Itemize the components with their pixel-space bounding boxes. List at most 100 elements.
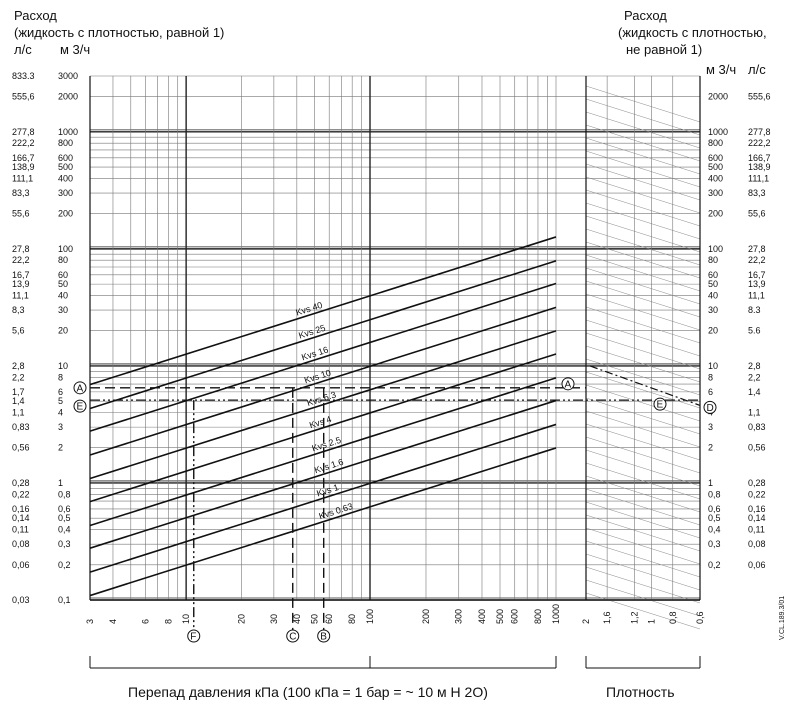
right-tick-m3: 1000 [708, 127, 728, 137]
left-tick-m3: 1 [58, 478, 63, 488]
x-tick-label: 10 [181, 614, 191, 624]
right-tick-ls: 13,9 [748, 279, 766, 289]
left-tick-ls: 0,11 [12, 525, 29, 535]
marker-label: A [565, 379, 572, 390]
left-tick-m3: 30 [58, 305, 68, 315]
left-tick-ls: 222,2 [12, 138, 35, 148]
left-tick-ls: 0,28 [12, 478, 30, 488]
right-tick-ls: 2,2 [748, 372, 761, 382]
left-tick-m3: 3000 [58, 71, 78, 81]
left-tick-ls: 22,2 [12, 255, 30, 265]
density-hatch-line [585, 202, 701, 240]
right-tick-m3: 8 [708, 372, 713, 382]
footer-density-label: Плотность [606, 684, 675, 700]
right-tick-m3: 20 [708, 326, 718, 336]
right-tick-ls: 138,9 [748, 162, 771, 172]
density-hatch-line [585, 501, 701, 539]
left-tick-m3: 0,1 [58, 595, 71, 605]
right-tick-ls: 27,8 [748, 244, 766, 254]
right-subtitle-1: (жидкость с плотностью, [618, 25, 767, 40]
right-tick-m3: 0,8 [708, 489, 721, 499]
left-tick-m3: 2 [58, 443, 63, 453]
left-tick-m3: 500 [58, 162, 73, 172]
density-hatch-line [585, 137, 701, 175]
kvs-line [89, 377, 557, 527]
left-tick-ls: 5,6 [12, 326, 25, 336]
density-hatch-line [585, 98, 701, 136]
right-tick-ls: 5.6 [748, 326, 761, 336]
left-tick-m3: 4 [58, 407, 63, 417]
right-tick-m3: 100 [708, 244, 723, 254]
density-hatch-line [585, 345, 701, 383]
right-tick-m3: 30 [708, 305, 718, 315]
density-hatch-line [585, 514, 701, 552]
right-tick-ls: 555,6 [748, 92, 771, 102]
left-unit-ls: л/с [14, 42, 32, 57]
right-title: Расход [624, 8, 667, 23]
density-tick-label: 0,8 [668, 611, 678, 624]
x-tick-label: 30 [269, 614, 279, 624]
right-tick-ls: 2,8 [748, 361, 761, 371]
left-tick-m3: 2000 [58, 92, 78, 102]
x-tick-label: 40 [292, 614, 302, 624]
density-hatch-line [585, 319, 701, 357]
x-tick-label: 1000 [551, 604, 561, 624]
right-tick-m3: 600 [708, 153, 723, 163]
left-tick-m3: 20 [58, 326, 68, 336]
density-hatch-line [585, 436, 701, 474]
right-tick-ls: 55,6 [748, 209, 766, 219]
left-tick-ls: 0,16 [12, 504, 30, 514]
right-subtitle-2: не равной 1) [626, 42, 702, 57]
right-tick-ls: 1,1 [748, 407, 761, 417]
density-hatch-line [585, 423, 701, 461]
right-tick-m3: 800 [708, 138, 723, 148]
left-tick-m3: 100 [58, 244, 73, 254]
left-tick-ls: 1,4 [12, 396, 25, 406]
left-tick-ls: 27,8 [12, 244, 30, 254]
left-tick-ls: 2,8 [12, 361, 25, 371]
density-hatch-line [585, 111, 701, 149]
left-tick-ls: 555,6 [12, 92, 35, 102]
left-tick-ls: 0,06 [12, 560, 30, 570]
left-tick-m3: 600 [58, 153, 73, 163]
left-tick-m3: 60 [58, 270, 68, 280]
marker-label: F [190, 632, 196, 643]
kvs-line [89, 423, 557, 573]
marker-label: B [320, 632, 327, 643]
left-subtitle: (жидкость с плотностью, равной 1) [14, 25, 224, 40]
right-tick-ls: 0,08 [748, 539, 766, 549]
kvs-line [89, 399, 557, 549]
kvs-line [89, 306, 557, 456]
density-hatch-line [585, 579, 701, 617]
right-tick-m3: 1 [708, 478, 713, 488]
density-tick-label: 1,2 [629, 611, 639, 624]
footer-brackets [89, 656, 701, 669]
density-hatch-line [585, 592, 701, 630]
x-tick-label: 100 [365, 609, 375, 624]
left-tick-ls: 277,8 [12, 127, 35, 137]
left-tick-m3: 8 [58, 372, 63, 382]
marker-label: A [77, 383, 84, 394]
right-tick-ls: 11,1 [748, 290, 765, 300]
right-tick-ls: 0,06 [748, 560, 766, 570]
x-tick-label: 200 [421, 609, 431, 624]
density-hatch-line [585, 293, 701, 331]
left-tick-m3: 1000 [58, 127, 78, 137]
density-hatch-line [585, 488, 701, 526]
right-unit-m3: м 3/ч [706, 62, 736, 77]
density-hatch-line [585, 163, 701, 201]
left-tick-m3: 0,2 [58, 560, 71, 570]
right-tick-ls: 166,7 [748, 153, 771, 163]
left-tick-ls: 13,9 [12, 279, 30, 289]
density-hatch-line [585, 124, 701, 162]
marker-circle [73, 381, 87, 395]
left-tick-m3: 6 [58, 387, 63, 397]
right-tick-ls: 0,14 [748, 513, 766, 523]
density-hatch-line [585, 475, 701, 513]
left-tick-ls: 0,83 [12, 422, 30, 432]
marker-circle [187, 629, 201, 643]
left-tick-m3: 0,8 [58, 489, 71, 499]
